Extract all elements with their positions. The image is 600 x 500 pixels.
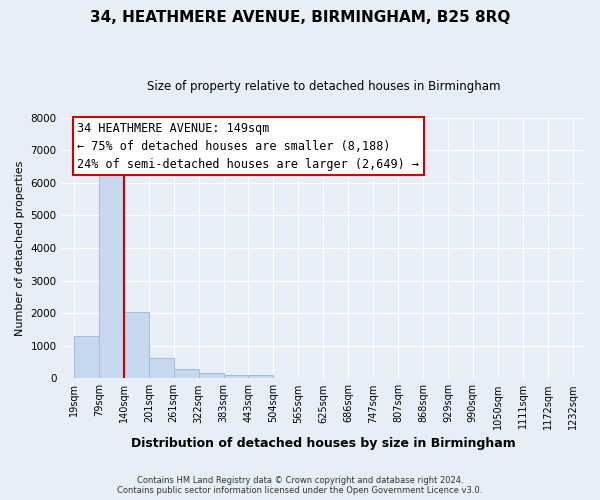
Bar <box>74 336 99 378</box>
Bar <box>174 368 199 378</box>
Y-axis label: Number of detached properties: Number of detached properties <box>15 160 25 336</box>
Bar <box>149 358 174 378</box>
Bar <box>124 312 149 378</box>
Bar <box>224 376 248 378</box>
Bar <box>99 166 124 378</box>
Text: 34, HEATHMERE AVENUE, BIRMINGHAM, B25 8RQ: 34, HEATHMERE AVENUE, BIRMINGHAM, B25 8R… <box>90 10 510 25</box>
Text: Contains HM Land Registry data © Crown copyright and database right 2024.
Contai: Contains HM Land Registry data © Crown c… <box>118 476 482 495</box>
Title: Size of property relative to detached houses in Birmingham: Size of property relative to detached ho… <box>146 80 500 93</box>
Text: 34 HEATHMERE AVENUE: 149sqm
← 75% of detached houses are smaller (8,188)
24% of : 34 HEATHMERE AVENUE: 149sqm ← 75% of det… <box>77 122 419 170</box>
Bar <box>199 374 224 378</box>
X-axis label: Distribution of detached houses by size in Birmingham: Distribution of detached houses by size … <box>131 437 515 450</box>
Bar <box>248 375 274 378</box>
